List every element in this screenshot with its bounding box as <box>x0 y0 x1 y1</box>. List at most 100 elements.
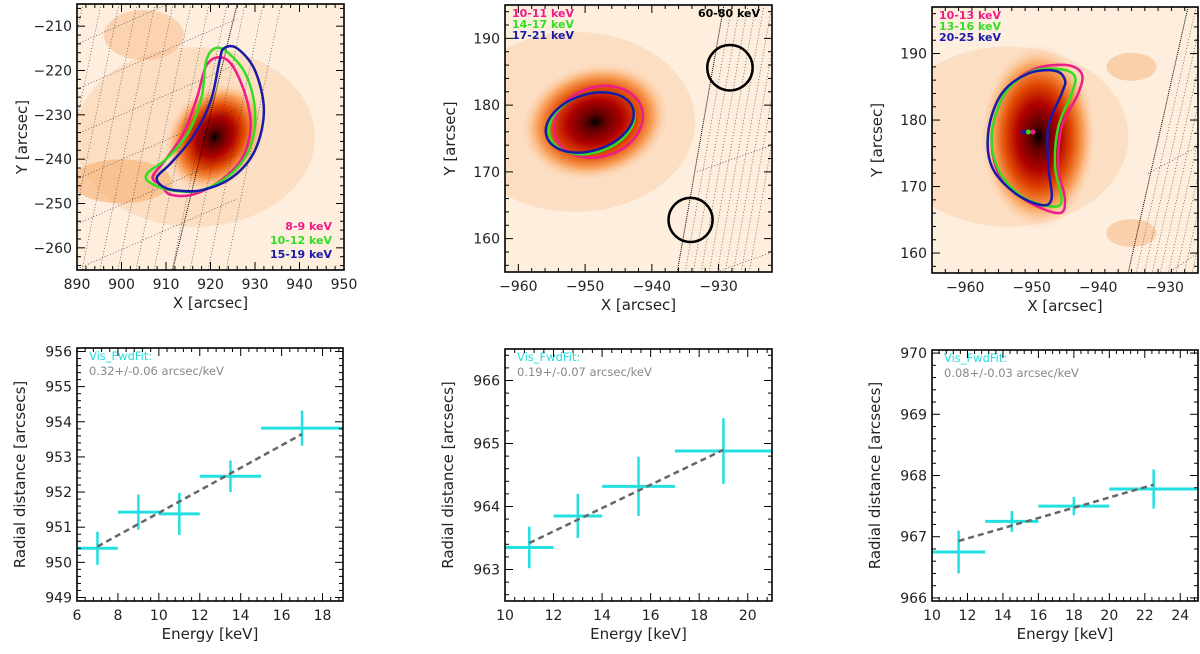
grid-line <box>748 140 772 272</box>
emission-tail <box>103 10 184 61</box>
x-tick-label: 14 <box>232 608 250 624</box>
grid-line <box>117 4 174 270</box>
grid-line <box>99 4 156 270</box>
x-tick-label: 18 <box>314 608 332 624</box>
y-tick-label: −250 <box>34 197 72 213</box>
y-tick-label: 951 <box>45 520 72 536</box>
y-tick-label: 950 <box>45 555 72 571</box>
y-tick-label: 180 <box>473 98 500 114</box>
grid-line <box>77 108 238 180</box>
plot-area <box>505 418 772 569</box>
data-point <box>199 460 262 493</box>
x-tick-label: 16 <box>642 608 660 624</box>
data-point <box>553 493 603 538</box>
grid-line <box>724 5 772 272</box>
y-axis-title: Radial distance [arcsecs] <box>11 381 29 569</box>
plot-area <box>932 7 1198 273</box>
contour-blue <box>986 68 1067 207</box>
y-tick-label: 170 <box>900 180 927 196</box>
grid-line <box>77 198 238 270</box>
x-tick-label: 12 <box>959 608 977 624</box>
grid-line <box>740 94 772 272</box>
grid-line <box>77 153 238 225</box>
y-tick-label: 949 <box>45 590 72 606</box>
x-tick-label: 14 <box>593 608 611 624</box>
x-tick-label: 16 <box>1029 608 1047 624</box>
data-point <box>77 531 118 565</box>
y-tick-label: 970 <box>900 346 927 362</box>
slope-label: 0.19+/-0.07 arcsec/keV <box>517 365 652 379</box>
y-tick-label: 954 <box>45 415 72 431</box>
grid-line <box>692 5 741 272</box>
x-tick-label: 10 <box>150 608 168 624</box>
contour-blue <box>155 44 266 193</box>
grid-line <box>1148 146 1198 174</box>
ticks <box>504 5 773 272</box>
x-tick-label: −950 <box>566 279 604 295</box>
legend-entry: 10-13 keV <box>939 9 1001 22</box>
grid-line <box>717 251 772 272</box>
plot-area <box>77 4 344 270</box>
grid-line <box>77 4 84 35</box>
grid-line <box>77 4 120 209</box>
y-tick-label: 170 <box>473 165 500 181</box>
y-tick-label: 956 <box>45 345 72 361</box>
plot-frame <box>931 349 1199 602</box>
y-tick-label: 180 <box>900 113 927 129</box>
plot-frame <box>76 347 344 602</box>
data-point <box>158 492 200 535</box>
ticks <box>931 350 1198 601</box>
x-tick-label: 10 <box>923 608 941 624</box>
y-axis-title: Radial distance [arcsecs] <box>866 382 884 570</box>
x-tick-label: −940 <box>1079 280 1117 296</box>
y-tick-label: 964 <box>473 500 500 516</box>
x-tick-label: 900 <box>108 277 135 293</box>
y-tick-label: 967 <box>900 530 927 546</box>
plot-area <box>932 469 1198 574</box>
x-tick-label: −940 <box>633 279 671 295</box>
centroid-green <box>1025 129 1031 135</box>
x-tick-label: 930 <box>242 277 269 293</box>
grid-line <box>81 4 138 270</box>
centroid-magenta <box>1030 129 1036 135</box>
y-tick-label: 963 <box>473 563 500 579</box>
y-tick-label: −210 <box>34 19 72 35</box>
x-tick-label: 14 <box>994 608 1012 624</box>
y-tick-label: 953 <box>45 450 72 466</box>
grid-line <box>708 5 757 272</box>
x-axis-title: Energy [keV] <box>1017 625 1114 643</box>
plot-frame <box>504 348 773 602</box>
x-tick-label: 10 <box>496 608 514 624</box>
grid-line <box>207 4 264 270</box>
ticks <box>504 349 772 601</box>
legend-entry: 10-11 keV <box>512 7 574 20</box>
grid-line <box>684 5 733 272</box>
slope-label: 0.32+/-0.06 arcsec/keV <box>89 364 224 378</box>
grid-line <box>77 63 238 135</box>
x-tick-label: −960 <box>499 279 537 295</box>
x-tick-label: 24 <box>1171 608 1189 624</box>
data-points <box>77 410 343 565</box>
y-axis-title: Radial distance [arcsecs] <box>439 381 457 569</box>
y-tick-label: 190 <box>900 47 927 63</box>
y-tick-label: 160 <box>473 232 500 248</box>
emission-tail <box>1106 219 1157 248</box>
grid-line <box>716 5 765 272</box>
legend-entry: 14-17 keV <box>512 18 574 31</box>
data-point <box>505 526 554 569</box>
x-tick-label: 12 <box>545 608 563 624</box>
data-point <box>261 410 343 446</box>
x-tick-label: −960 <box>946 280 984 296</box>
y-axis-title: Y [arcsec] <box>441 101 459 176</box>
y-tick-label: 952 <box>45 485 72 501</box>
x-axis-title: Energy [keV] <box>590 625 687 643</box>
data-points <box>505 418 772 569</box>
y-tick-label: 160 <box>900 246 927 262</box>
fit-line <box>528 448 724 545</box>
limb-grid <box>684 5 772 272</box>
grid-line <box>732 48 772 272</box>
grid-line <box>700 5 749 272</box>
contour-60-80kev <box>706 43 754 92</box>
legend-entry: 20-25 keV <box>939 31 1001 44</box>
legend-entry: 13-16 keV <box>939 20 1001 33</box>
